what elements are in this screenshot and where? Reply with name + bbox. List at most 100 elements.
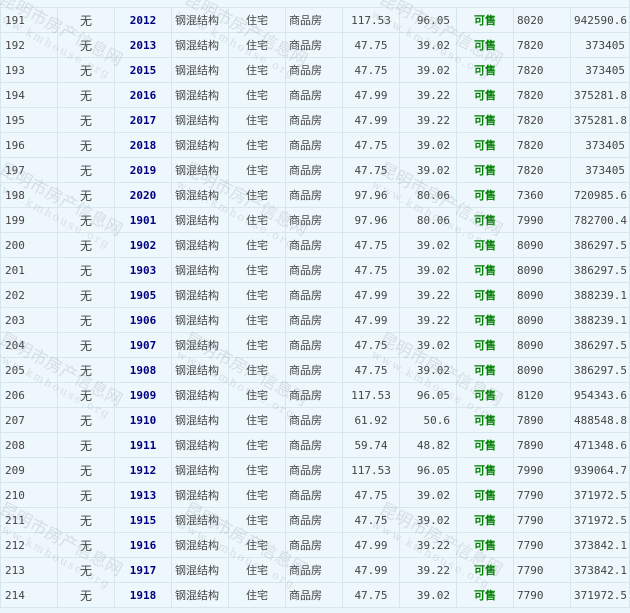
structure-cell: 钢混结构 (171, 257, 229, 283)
total-price: 375281.8 (574, 88, 627, 102)
room-number-link[interactable]: 1913 (129, 488, 157, 502)
house-type-cell: 商品房 (285, 282, 343, 308)
room-number-link[interactable]: 1910 (129, 413, 157, 427)
room-number-link[interactable]: 1917 (129, 563, 157, 577)
unit-price-cell: 7820 (513, 157, 571, 183)
structure: 钢混结构 (175, 89, 219, 102)
unit-price: 7820 (517, 113, 544, 127)
sale-status-cell: 可售 (456, 307, 514, 333)
usage: 住宅 (246, 39, 268, 52)
inner-area-cell: 39.22 (399, 307, 457, 333)
house-type: 商品房 (289, 64, 322, 77)
structure-cell: 钢混结构 (171, 457, 229, 483)
room-number-cell: 1910 (114, 407, 172, 433)
unit-price-cell: 8090 (513, 357, 571, 383)
total-price: 386297.5 (574, 338, 627, 352)
unit-price-cell: 7790 (513, 557, 571, 583)
usage: 住宅 (246, 214, 268, 227)
table-row: 193 无 2015 钢混结构 住宅 商品房 47.75 39.02 可售 7820 373405 (0, 57, 630, 83)
usage-cell: 住宅 (228, 432, 286, 458)
table-row: 191 无 2012 钢混结构 住宅 商品房 117.53 96.05 可售 8020 942590… (0, 7, 630, 33)
room-number-cell: 1906 (114, 307, 172, 333)
row-index: 201 (5, 263, 25, 277)
table-row: 197 无 2019 钢混结构 住宅 商品房 47.75 39.02 可售 7820 373405 (0, 157, 630, 183)
structure-cell: 钢混结构 (171, 232, 229, 258)
room-number-link[interactable]: 2013 (129, 38, 157, 52)
room-number-link[interactable]: 1903 (129, 263, 157, 277)
unit-price: 7360 (517, 188, 544, 202)
table-row: 212 无 1916 钢混结构 住宅 商品房 47.99 39.22 可售 7790 373842.… (0, 532, 630, 558)
house-type: 商品房 (289, 389, 322, 402)
row-index-cell: 191 (0, 7, 58, 33)
room-number-link[interactable]: 2018 (129, 138, 157, 152)
usage-cell: 住宅 (228, 207, 286, 233)
inner-area: 39.22 (416, 88, 450, 102)
building-area-cell: 47.75 (342, 582, 400, 608)
inner-area-cell: 39.02 (399, 357, 457, 383)
row-index-cell: 200 (0, 232, 58, 258)
row-index: 214 (5, 588, 25, 602)
usage-cell: 住宅 (228, 157, 286, 183)
presale-flag-cell: 无 (57, 157, 115, 183)
presale-flag-cell: 无 (57, 532, 115, 558)
row-index-cell: 213 (0, 557, 58, 583)
room-number-link[interactable]: 2015 (129, 63, 157, 77)
house-type-cell: 商品房 (285, 532, 343, 558)
structure: 钢混结构 (175, 64, 219, 77)
structure-cell: 钢混结构 (171, 182, 229, 208)
presale-flag-cell: 无 (57, 107, 115, 133)
room-number-link[interactable]: 1907 (129, 338, 157, 352)
room-number-link[interactable]: 2016 (129, 88, 157, 102)
room-number-link[interactable]: 1908 (129, 363, 157, 377)
row-index: 196 (5, 138, 25, 152)
room-number-link[interactable]: 1905 (129, 288, 157, 302)
room-number-link[interactable]: 1902 (129, 238, 157, 252)
room-number-link[interactable]: 1906 (129, 313, 157, 327)
total-price-cell: 371972.5 (570, 507, 630, 533)
building-area-cell: 47.75 (342, 507, 400, 533)
usage-cell: 住宅 (228, 332, 286, 358)
building-area: 47.75 (354, 238, 388, 252)
room-number-link[interactable]: 2020 (129, 188, 157, 202)
unit-price-cell: 7820 (513, 82, 571, 108)
usage: 住宅 (246, 264, 268, 277)
room-number-link[interactable]: 2012 (129, 13, 157, 27)
table-row: 208 无 1911 钢混结构 住宅 商品房 59.74 48.82 可售 7890 471348.… (0, 432, 630, 458)
total-price-cell: 386297.5 (570, 357, 630, 383)
room-number-link[interactable]: 1915 (129, 513, 157, 527)
sale-status-cell: 可售 (456, 407, 514, 433)
sale-status: 可售 (474, 89, 496, 102)
room-number-link[interactable]: 1909 (129, 388, 157, 402)
row-index-cell: 211 (0, 507, 58, 533)
room-number-link[interactable]: 2019 (129, 163, 157, 177)
total-price: 373842.1 (574, 563, 627, 577)
house-type: 商品房 (289, 139, 322, 152)
structure: 钢混结构 (175, 564, 219, 577)
total-price: 371972.5 (574, 588, 627, 602)
unit-price: 8120 (517, 388, 544, 402)
room-number-cell: 2018 (114, 132, 172, 158)
room-number-link[interactable]: 1911 (129, 438, 157, 452)
room-number-cell: 1913 (114, 482, 172, 508)
row-index-cell: 212 (0, 532, 58, 558)
total-price: 386297.5 (574, 238, 627, 252)
room-number-link[interactable]: 1901 (129, 213, 157, 227)
room-number-link[interactable]: 1912 (129, 463, 157, 477)
room-number-link[interactable]: 2017 (129, 113, 157, 127)
structure-cell: 钢混结构 (171, 207, 229, 233)
table-row: 205 无 1908 钢混结构 住宅 商品房 47.75 39.02 可售 8090 386297.… (0, 357, 630, 383)
unit-price: 7790 (517, 538, 544, 552)
building-area-cell: 47.99 (342, 532, 400, 558)
structure: 钢混结构 (175, 214, 219, 227)
structure-cell: 钢混结构 (171, 57, 229, 83)
table-row: 209 无 1912 钢混结构 住宅 商品房 117.53 96.05 可售 7990 939064… (0, 457, 630, 483)
room-number-link[interactable]: 1916 (129, 538, 157, 552)
sale-status-cell: 可售 (456, 57, 514, 83)
room-number-link[interactable]: 1918 (129, 588, 157, 602)
house-type: 商品房 (289, 239, 322, 252)
usage-cell: 住宅 (228, 107, 286, 133)
total-price-cell: 388239.1 (570, 307, 630, 333)
usage-cell: 住宅 (228, 82, 286, 108)
usage-cell: 住宅 (228, 582, 286, 608)
row-index-cell: 209 (0, 457, 58, 483)
